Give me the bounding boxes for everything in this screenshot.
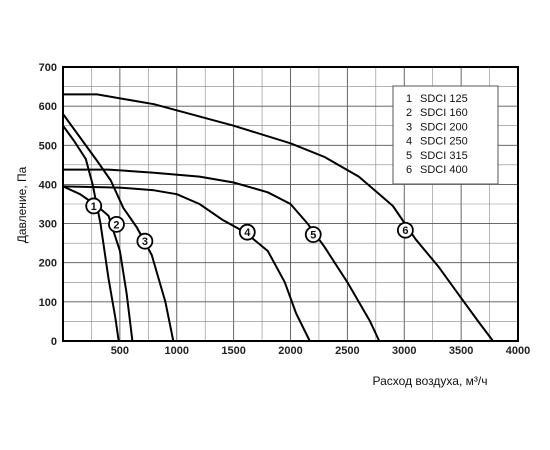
curve-2 [62, 185, 134, 342]
curve-marker-1: 1 [85, 197, 103, 215]
marker-label: 6 [402, 225, 408, 237]
legend-number: 1 [406, 93, 412, 105]
y-tick-label: 100 [39, 297, 57, 309]
legend-label: SDCI 400 [420, 164, 468, 176]
x-tick-label: 2000 [278, 345, 302, 357]
x-tick-label: 4000 [506, 345, 530, 357]
legend: 1 SDCI 125 2 SDCI 160 3 SDCI 200 4 SDCI 250 5 SDC… [392, 85, 499, 185]
tick-labels: 0 100 200 300 400 500 600 700 500 1000 1500 2000 250… [39, 62, 531, 357]
x-tick-label: 1000 [165, 345, 189, 357]
legend-number: 2 [406, 107, 412, 119]
curve-5 [63, 168, 381, 342]
curve-marker-6: 6 [396, 221, 414, 239]
legend-label: SDCI 125 [420, 93, 468, 105]
curve-markers: 1 2 3 4 5 6 [85, 197, 414, 250]
chart-curves [62, 93, 494, 342]
x-tick-label: 2500 [335, 345, 359, 357]
legend-box [392, 85, 499, 185]
x-tick-label: 1500 [221, 345, 245, 357]
curve-marker-3: 3 [136, 232, 154, 250]
marker-circle [85, 197, 103, 215]
marker-label: 3 [142, 236, 148, 248]
marker-circle [108, 215, 125, 233]
x-tick-label: 3500 [449, 345, 473, 357]
curve-marker-2: 2 [108, 215, 125, 233]
legend-label: SDCI 200 [420, 121, 468, 133]
legend-number: 6 [406, 164, 412, 176]
legend-number: 4 [406, 136, 412, 148]
curve-3 [62, 113, 175, 342]
marker-label: 4 [244, 227, 251, 239]
marker-label: 2 [113, 219, 119, 231]
marker-circle [396, 221, 414, 239]
y-axis-label: Давление, Па [15, 166, 29, 243]
x-axis-label: Расход воздуха, м³/ч [373, 374, 488, 388]
legend-label: SDCI 250 [420, 136, 468, 148]
plot-border [62, 66, 519, 342]
curve-marker-4: 4 [238, 223, 256, 241]
legend-label: SDCI 315 [420, 150, 468, 162]
curve-1 [62, 125, 120, 342]
x-tick-label: 3000 [392, 345, 416, 357]
y-tick-label: 200 [39, 258, 57, 270]
legend-number: 3 [406, 121, 412, 133]
plot-frame [62, 66, 519, 342]
marker-circle [304, 226, 322, 243]
y-tick-label: 700 [39, 62, 57, 74]
y-tick-label: 600 [39, 101, 57, 113]
y-tick-label: 400 [39, 179, 57, 191]
y-tick-label: 500 [39, 140, 57, 152]
marker-label: 5 [310, 230, 316, 242]
x-tick-label: 500 [111, 345, 129, 357]
curve-marker-5: 5 [304, 226, 322, 243]
marker-circle [238, 223, 256, 241]
legend-label: SDCI 160 [420, 107, 468, 119]
curve-4 [62, 185, 311, 342]
y-tick-label: 0 [51, 336, 57, 348]
legend-number: 5 [406, 150, 412, 162]
marker-circle [136, 232, 154, 250]
curve-6 [63, 93, 494, 342]
marker-label: 1 [91, 201, 97, 213]
y-tick-label: 300 [39, 219, 57, 231]
